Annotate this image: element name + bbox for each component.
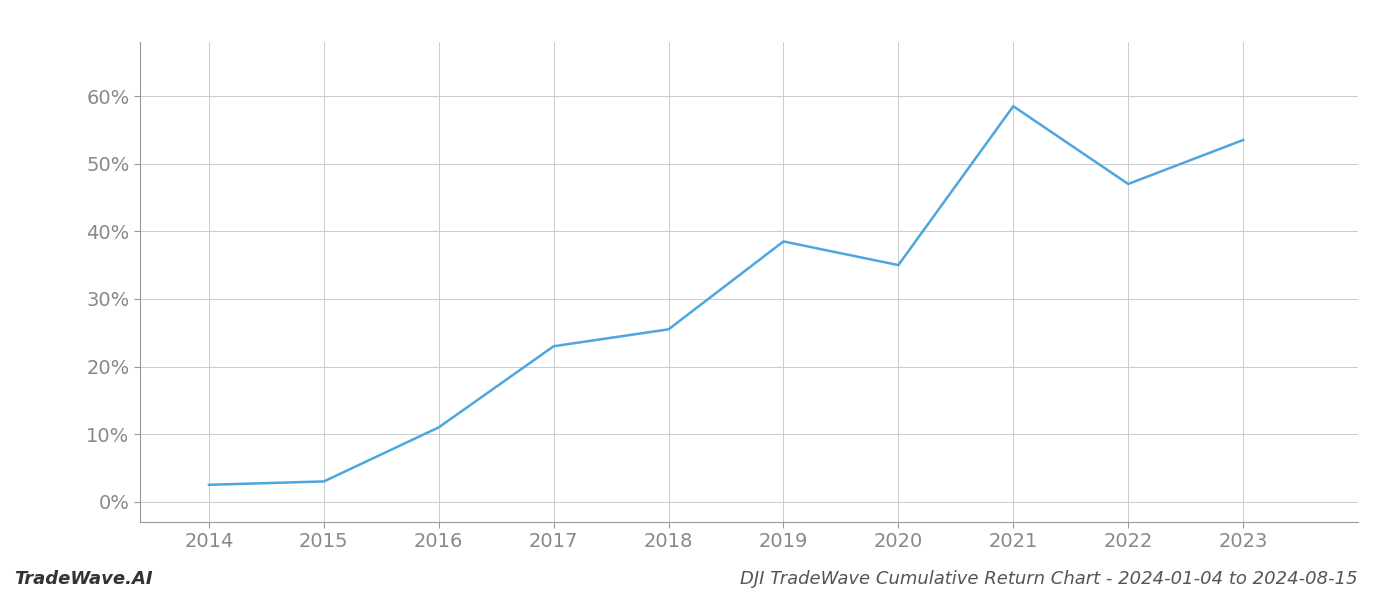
Text: DJI TradeWave Cumulative Return Chart - 2024-01-04 to 2024-08-15: DJI TradeWave Cumulative Return Chart - … bbox=[741, 570, 1358, 588]
Text: TradeWave.AI: TradeWave.AI bbox=[14, 570, 153, 588]
